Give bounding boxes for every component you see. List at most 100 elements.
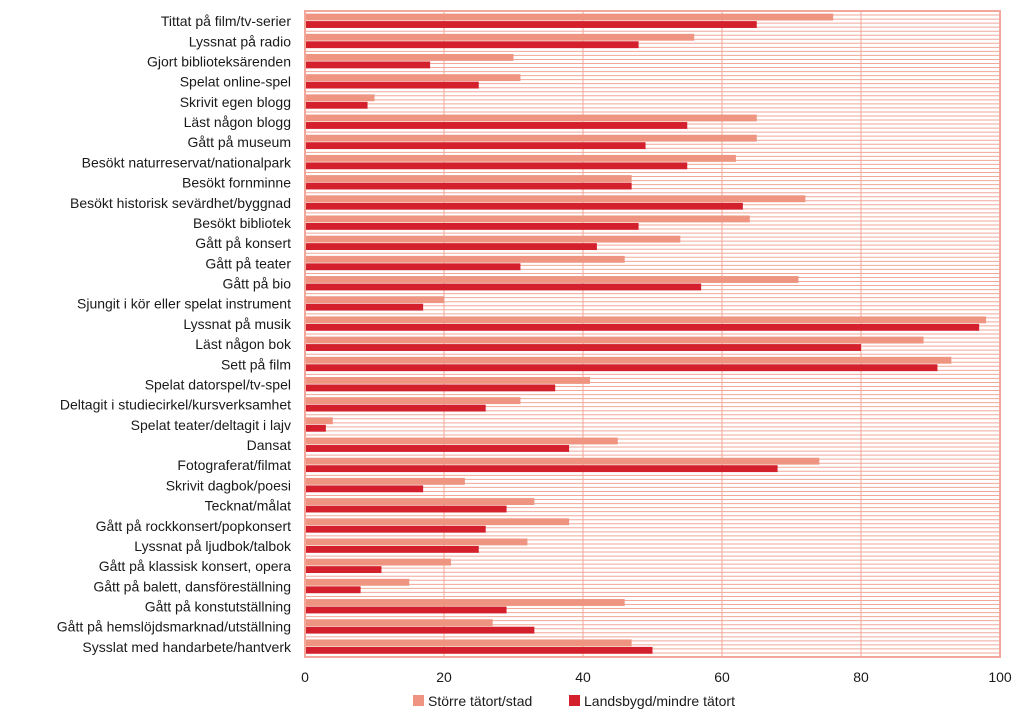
bar-storre-tatort	[305, 376, 590, 384]
legend-label-storre-tatort: Större tätort/stad	[428, 693, 532, 709]
legend-swatch-storre-tatort	[413, 695, 424, 706]
bar-landsbygd	[305, 182, 632, 190]
bar-landsbygd	[305, 162, 688, 170]
category-label: Gått på konsert	[195, 235, 291, 251]
x-tick-label: 100	[988, 669, 1012, 685]
bar-landsbygd	[305, 323, 980, 331]
bar-landsbygd	[305, 303, 424, 311]
bar-storre-tatort	[305, 578, 410, 586]
category-label: Gått på hemslöjdsmarknad/utställning	[57, 619, 291, 635]
bar-storre-tatort	[305, 356, 952, 364]
bar-landsbygd	[305, 202, 743, 210]
category-label: Gått på rockkonsert/popkonsert	[96, 518, 291, 534]
bar-landsbygd	[305, 344, 861, 351]
x-tick-labels: 0 20 40 60 80 100	[301, 669, 1012, 685]
bar-storre-tatort	[305, 114, 757, 122]
bar-storre-tatort	[305, 74, 521, 82]
legend-label-landsbygd: Landsbygd/mindre tätort	[584, 693, 735, 709]
bar-landsbygd	[305, 142, 646, 150]
legend-swatch-landsbygd	[569, 695, 580, 706]
plot-border	[304, 10, 1001, 658]
bar-landsbygd	[305, 626, 535, 634]
bar-landsbygd	[305, 505, 507, 513]
legend: Större tätort/stad Landsbygd/mindre täto…	[413, 693, 735, 709]
category-label: Besökt naturreservat/nationalpark	[82, 154, 292, 170]
bar-storre-tatort	[305, 175, 632, 182]
category-label: Gått på bio	[223, 276, 292, 292]
bar-landsbygd	[305, 283, 702, 291]
bar-landsbygd	[305, 646, 653, 654]
category-labels: Tittat på film/tv-serier Lyssnat på radio…	[57, 13, 292, 655]
bar-storre-tatort	[305, 498, 535, 505]
bar-landsbygd	[305, 384, 556, 392]
plot-frame	[304, 10, 1001, 658]
bar-storre-tatort	[305, 276, 799, 283]
bar-landsbygd	[305, 243, 597, 251]
bar-storre-tatort	[305, 235, 681, 243]
category-label: Besökt fornminne	[182, 175, 291, 191]
category-label: Tittat på film/tv-serier	[161, 13, 292, 29]
bar-storre-tatort	[305, 639, 632, 647]
category-label: Gått på klassisk konsert, opera	[99, 558, 291, 574]
bar-storre-tatort	[305, 255, 625, 263]
bar-storre-tatort	[305, 518, 570, 526]
bar-landsbygd	[305, 465, 778, 473]
bar-storre-tatort	[305, 397, 521, 405]
bar-landsbygd	[305, 566, 382, 574]
bar-landsbygd	[305, 525, 486, 533]
category-label: Spelat online-spel	[180, 74, 291, 90]
category-label: Skrivit dagbok/poesi	[166, 477, 291, 493]
category-label: Gått på balett, dansföreställning	[93, 578, 291, 594]
category-label: Spelat teater/deltagit i lajv	[131, 417, 291, 433]
category-label: Lyssnat på musik	[183, 316, 292, 332]
bar-storre-tatort	[305, 316, 987, 324]
bar-landsbygd	[305, 263, 521, 271]
x-tick-label: 0	[301, 669, 309, 685]
category-label: Fotograferat/filmat	[177, 457, 291, 473]
category-label: Skrivit egen blogg	[180, 94, 291, 110]
category-label: Gått på museum	[188, 134, 292, 150]
x-tick-label: 20	[436, 669, 452, 685]
bar-storre-tatort	[305, 195, 806, 203]
bar-storre-tatort	[305, 599, 625, 606]
bar-storre-tatort	[305, 417, 333, 425]
category-label: Deltagit i studiecirkel/kursverksamhet	[60, 397, 291, 413]
bar-landsbygd	[305, 122, 688, 129]
category-label: Besökt historisk sevärdhet/byggnad	[70, 195, 291, 211]
category-label: Lyssnat på radio	[189, 33, 291, 49]
bar-storre-tatort	[305, 134, 757, 142]
bar-landsbygd	[305, 445, 570, 452]
bar-storre-tatort	[305, 437, 618, 445]
category-label: Sjungit i kör eller spelat instrument	[77, 296, 291, 312]
category-label: Sysslat med handarbete/hantverk	[82, 639, 292, 655]
category-label: Lyssnat på ljudbok/talbok	[134, 538, 292, 554]
bar-landsbygd	[305, 545, 479, 553]
x-tick-label: 80	[853, 669, 869, 685]
category-label: Tecknat/målat	[205, 498, 291, 514]
bar-landsbygd	[305, 21, 757, 28]
bar-storre-tatort	[305, 538, 528, 546]
bar-storre-tatort	[305, 33, 695, 41]
category-label: Sett på film	[221, 356, 291, 372]
bar-landsbygd	[305, 222, 639, 230]
bar-storre-tatort	[305, 94, 375, 102]
bar-storre-tatort	[305, 619, 493, 627]
bar-storre-tatort	[305, 296, 444, 304]
category-label: Spelat datorspel/tv-spel	[145, 376, 291, 392]
bar-landsbygd	[305, 485, 424, 493]
bar-storre-tatort	[305, 13, 834, 21]
category-label: Dansat	[247, 437, 291, 453]
bar-landsbygd	[305, 586, 361, 594]
bar-landsbygd	[305, 404, 486, 412]
bar-landsbygd	[305, 41, 639, 49]
category-label: Gått på teater	[205, 255, 291, 271]
bar-storre-tatort	[305, 336, 924, 344]
bar-storre-tatort	[305, 154, 736, 162]
bar-storre-tatort	[305, 457, 820, 465]
bar-storre-tatort	[305, 477, 465, 485]
x-tick-label: 60	[714, 669, 730, 685]
category-label: Gått på konstutställning	[145, 599, 291, 615]
category-label: Läst någon blogg	[184, 114, 291, 130]
bars	[305, 13, 987, 654]
